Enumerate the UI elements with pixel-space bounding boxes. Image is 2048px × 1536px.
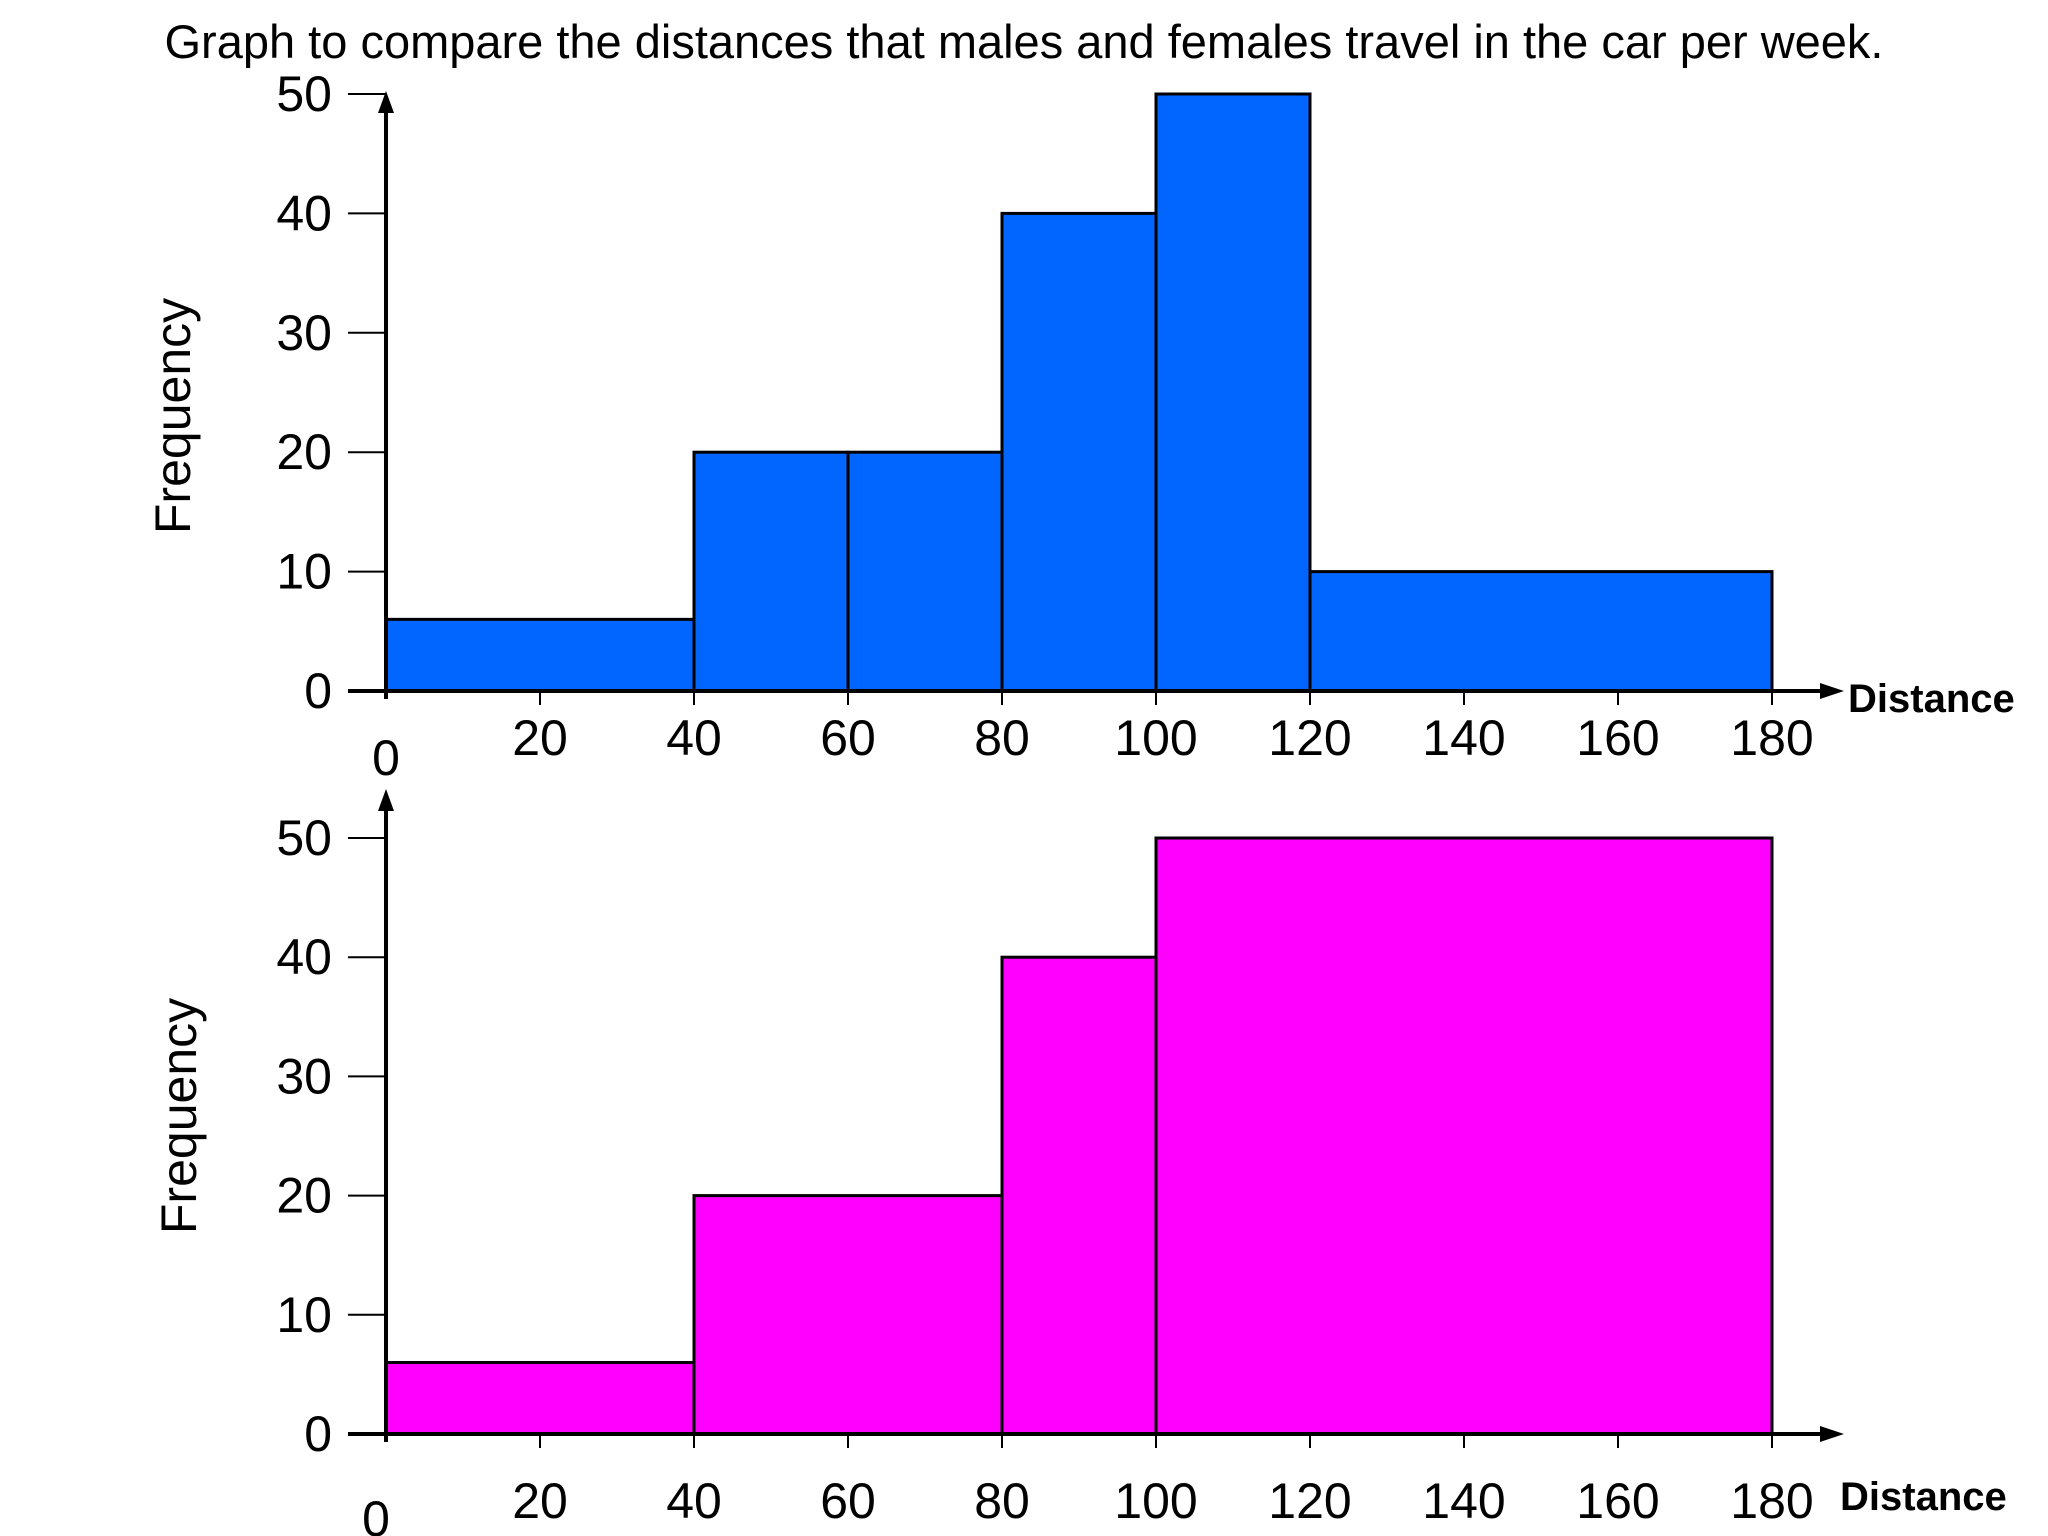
x-axis-title: Distance <box>1840 1475 2007 1519</box>
y-tick-label-4: 40 <box>276 185 332 241</box>
x-tick-label-2: 60 <box>820 1473 876 1529</box>
x-axis-title: Distance <box>1848 677 2015 721</box>
x-tick-label-8: 180 <box>1730 1473 1813 1529</box>
y-tick-label-3: 30 <box>276 305 332 361</box>
y-tick-label-5: 50 <box>276 66 332 122</box>
x-tick-label-7: 160 <box>1576 1473 1659 1529</box>
y-tick-label-2: 20 <box>276 1168 332 1224</box>
x-tick-label-0: 20 <box>512 1473 568 1529</box>
bar-1 <box>692 450 850 693</box>
y-tick-label-3: 30 <box>276 1048 332 1104</box>
y-tick-label-0: 0 <box>304 663 332 719</box>
x-tick-label-6: 140 <box>1422 1473 1505 1529</box>
x-tick-label-4: 100 <box>1114 710 1197 766</box>
bar-0 <box>384 1360 696 1436</box>
y-axis-title: Frequency <box>145 298 201 534</box>
bar-1 <box>692 1194 1004 1436</box>
y-tick-label-0: 0 <box>304 1406 332 1462</box>
x-tick-label-0: 20 <box>512 710 568 766</box>
bar-4 <box>1154 92 1312 693</box>
x-tick-label-4: 100 <box>1114 1473 1197 1529</box>
y-axis-arrow <box>378 789 394 811</box>
x-tick-label-3: 80 <box>974 710 1030 766</box>
x-tick-label-5: 120 <box>1268 710 1351 766</box>
y-axis-arrow <box>378 91 394 113</box>
y-tick-label-1: 10 <box>276 544 332 600</box>
page-title: Graph to compare the distances that male… <box>164 15 1884 68</box>
x-origin-label: 0 <box>372 730 400 786</box>
bar-5 <box>1308 570 1774 693</box>
bar-3 <box>1154 836 1774 1436</box>
bar-2 <box>846 450 1004 693</box>
bar-0 <box>384 617 696 693</box>
female-histogram: 0 10 20 30 40 50 20 40 60 80 100 120 140 160 180 0 Frequ… <box>151 789 2007 1536</box>
y-tick-label-5: 50 <box>276 810 332 866</box>
x-tick-label-3: 80 <box>974 1473 1030 1529</box>
y-tick-label-2: 20 <box>276 424 332 480</box>
y-axis-title: Frequency <box>151 998 207 1234</box>
male-histogram: 0 10 20 30 40 50 20 40 60 80 100 120 140 160 180 0 Frequ… <box>145 66 2015 786</box>
y-tick-label-4: 40 <box>276 929 332 985</box>
x-tick-label-7: 160 <box>1576 710 1659 766</box>
x-axis-arrow <box>1820 683 1844 699</box>
x-tick-label-8: 180 <box>1730 710 1813 766</box>
x-tick-label-5: 120 <box>1268 1473 1351 1529</box>
bar-2 <box>1000 955 1158 1436</box>
x-axis-arrow <box>1820 1426 1844 1442</box>
x-tick-label-1: 40 <box>666 1473 722 1529</box>
x-tick-label-2: 60 <box>820 710 876 766</box>
x-tick-label-6: 140 <box>1422 710 1505 766</box>
y-tick-label-1: 10 <box>276 1287 332 1343</box>
x-origin-label: 0 <box>362 1491 390 1536</box>
bar-3 <box>1000 211 1158 693</box>
x-tick-label-1: 40 <box>666 710 722 766</box>
